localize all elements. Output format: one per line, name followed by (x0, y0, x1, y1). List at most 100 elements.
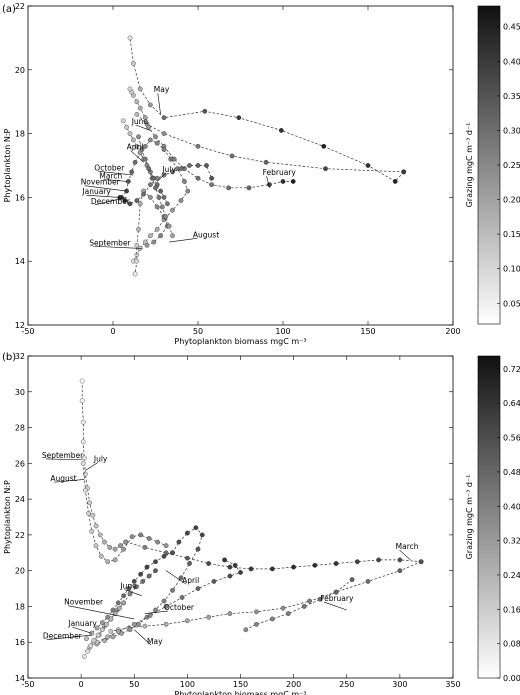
data-point (127, 201, 133, 207)
annotation-label: April (182, 576, 199, 585)
data-point (121, 546, 127, 552)
data-point (84, 636, 89, 642)
data-point (267, 182, 272, 188)
panel-a-chart: (a) -50 0 50 100 150 200 12 14 16 18 20 22 Phytoplank… (2, 2, 520, 346)
y-tick-label: 12 (15, 321, 25, 330)
data-point (86, 511, 91, 516)
data-point (81, 654, 87, 659)
data-point (333, 589, 339, 595)
data-point (222, 557, 227, 563)
colorbar-tick-label: 0.40 (503, 57, 520, 66)
data-point (163, 550, 169, 556)
data-point (161, 147, 167, 152)
data-point (185, 530, 190, 536)
annotation-arrow (46, 634, 92, 640)
y-axis-label: Phytoplankton N:P (3, 128, 12, 202)
data-point (93, 543, 99, 548)
annotation-arrow (157, 93, 161, 115)
data-point (79, 398, 85, 404)
annotation-label: July (93, 455, 108, 464)
annotation-arrow (169, 237, 197, 243)
data-point (278, 128, 284, 133)
colorbar-label: Grazing mgC m⁻³ d⁻¹ (465, 475, 474, 560)
data-point (185, 555, 190, 561)
data-point (165, 201, 170, 207)
data-point (121, 593, 127, 599)
series-line (136, 114, 404, 173)
data-point (163, 621, 169, 627)
data-point (307, 598, 312, 604)
colorbar-tick-label: 0.20 (503, 196, 520, 205)
data-point (209, 175, 214, 181)
y-tick-label: 22 (15, 2, 25, 11)
x-tick-label: 100 (275, 327, 290, 336)
data-point (148, 137, 153, 143)
data-point (246, 185, 252, 191)
data-point (146, 573, 152, 579)
data-point (301, 604, 307, 609)
x-tick-label: 100 (180, 680, 195, 689)
data-point (137, 86, 143, 92)
data-point (138, 532, 144, 538)
data-point (182, 179, 187, 184)
colorbar-tick-label: 0.30 (503, 126, 520, 135)
data-point (134, 112, 140, 117)
annotation-label: April (127, 143, 144, 152)
panel-label: (b) (2, 352, 16, 363)
colorbar-tick-label: 0.10 (503, 265, 520, 274)
data-point (161, 131, 167, 136)
x-axis-label: Phytoplankton biomass mgC m⁻³ (174, 690, 306, 695)
data-point (134, 143, 140, 149)
data-point (126, 586, 132, 591)
data-point (211, 579, 217, 584)
data-point (115, 629, 121, 634)
x-tick-label: -50 (21, 680, 34, 689)
data-point (323, 166, 328, 172)
annotation-arrow (94, 197, 127, 206)
data-point (129, 169, 135, 175)
data-point (102, 638, 107, 643)
data-point (120, 118, 126, 124)
annotation-label: June (119, 582, 137, 591)
data-point (80, 439, 86, 445)
data-point (418, 559, 424, 565)
data-point (146, 124, 152, 130)
data-point (144, 564, 150, 570)
data-point (176, 539, 182, 545)
data-point (185, 618, 190, 624)
y-tick-label: 28 (15, 424, 25, 433)
data-point (206, 561, 212, 566)
data-point (187, 163, 192, 168)
data-point (321, 143, 327, 149)
data-point (142, 623, 148, 629)
annotation-arrow (103, 178, 127, 182)
data-point (80, 460, 86, 466)
data-point (158, 233, 163, 239)
data-point (124, 124, 129, 130)
annotation-arrow (45, 458, 83, 461)
data-point (312, 562, 318, 568)
data-point (154, 140, 160, 146)
annotation-label: August (193, 230, 219, 239)
data-point (125, 179, 131, 184)
data-point (148, 182, 153, 188)
y-tick-label: 20 (15, 66, 25, 75)
data-point (163, 604, 169, 609)
data-point (397, 568, 403, 574)
data-point (195, 586, 201, 591)
data-point (397, 557, 403, 563)
data-point (118, 543, 123, 548)
y-tick-label: 22 (15, 531, 25, 540)
annotation-arrow (130, 150, 144, 163)
y-axis-label: Phytoplankton N:P (3, 480, 12, 554)
data-point (139, 147, 145, 152)
data-point (105, 634, 111, 640)
plot-frame (27, 5, 454, 326)
annotation-label: January (81, 187, 111, 196)
data-point (127, 627, 133, 633)
colorbar-tick-label: 0.72 (503, 365, 520, 374)
data-point (193, 525, 199, 531)
data-point (144, 242, 150, 248)
data-point (127, 131, 133, 136)
colorbar-tick-label: 0.16 (503, 605, 520, 614)
